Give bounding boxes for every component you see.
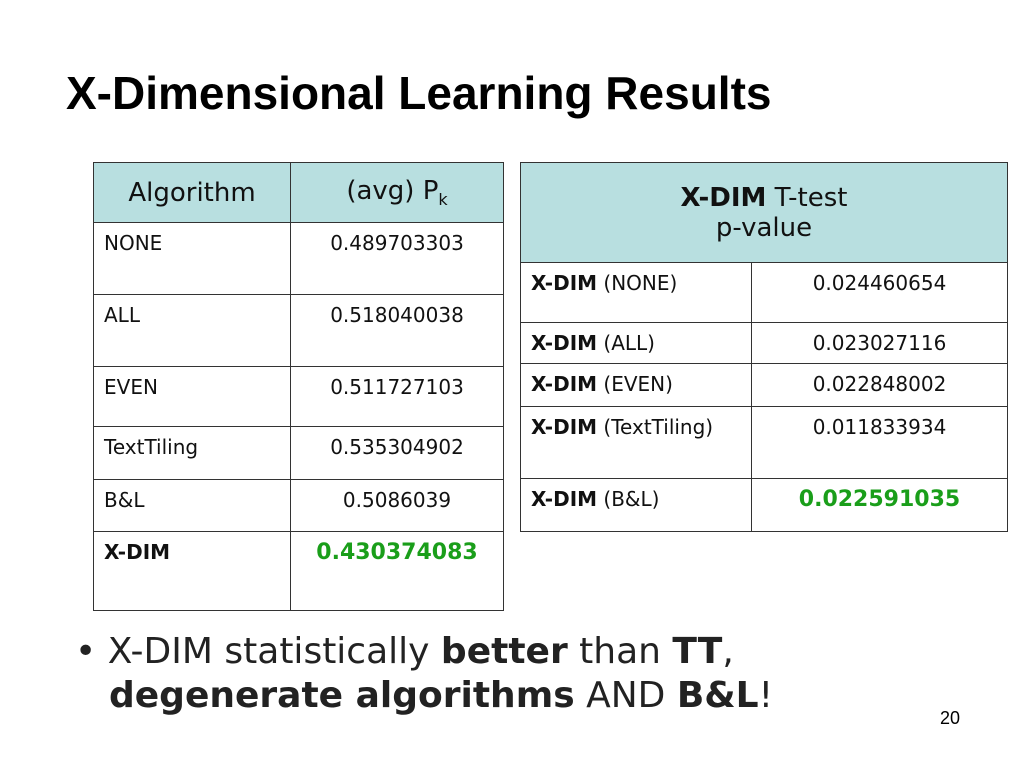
cell: 0.511727103 <box>290 366 504 427</box>
bullet-text: , <box>722 631 746 672</box>
cell: X-DIM (NONE) <box>520 262 752 323</box>
bullet-text: AND <box>574 675 677 716</box>
ttest-table: X-DIM T-test p-value X-DIM (NONE) 0.024460… <box>520 162 1008 532</box>
header-text: (avg) P <box>346 175 439 206</box>
row: X-DIM (EVEN) 0.022848002 <box>520 363 1008 407</box>
cell: 0.518040038 <box>290 294 504 367</box>
cell-text: (ALL) <box>603 331 655 355</box>
cell: B&L <box>93 479 291 532</box>
cell: TextTiling <box>93 426 291 480</box>
cell: 0.5086039 <box>290 479 504 532</box>
header-cell: (avg) Pk <box>290 162 504 223</box>
bullet-text: degenerate algorithms <box>109 675 575 716</box>
row: X-DIM (TextTiling) 0.011833934 <box>520 406 1008 479</box>
row: X-DIM (ALL) 0.023027116 <box>520 322 1008 364</box>
cell-text: (NONE) <box>603 271 678 295</box>
subscript: k <box>438 190 448 210</box>
header-text: p-value <box>715 212 813 243</box>
header-text: T-test <box>774 182 848 213</box>
row: B&L 0.5086039 <box>93 479 504 532</box>
row: ALL 0.518040038 <box>93 294 504 367</box>
cell: 0.489703303 <box>290 222 504 295</box>
bold-text: X-DIM <box>531 271 598 295</box>
cell: X-DIM (ALL) <box>520 322 752 364</box>
bullet: • X-DIM statistically better than TT, de… <box>75 631 774 716</box>
cell: X-DIM (B&L) <box>520 478 752 532</box>
cell: EVEN <box>93 366 291 427</box>
bold-text: X-DIM <box>680 182 767 213</box>
bullet-text: than <box>567 631 673 672</box>
cell-text: (TextTiling) <box>603 415 714 439</box>
cell: 0.011833934 <box>751 406 1008 479</box>
cell: 0.535304902 <box>290 426 504 480</box>
bold-text: X-DIM <box>531 331 598 355</box>
bold-text: X-DIM <box>531 372 598 396</box>
cell: 0.022848002 <box>751 363 1008 407</box>
header-row: Algorithm (avg) Pk <box>93 162 504 223</box>
cell: 0.023027116 <box>751 322 1008 364</box>
cell: 0.024460654 <box>751 262 1008 323</box>
bullet-text: TT <box>672 631 723 672</box>
results-table: Algorithm (avg) Pk NONE 0.489703303 ALL 0.5… <box>93 162 504 611</box>
bold-text: X-DIM <box>531 415 598 439</box>
cell: X-DIM (EVEN) <box>520 363 752 407</box>
header-cell: Algorithm <box>93 162 291 223</box>
row: NONE 0.489703303 <box>93 222 504 295</box>
row: X-DIM (NONE) 0.024460654 <box>520 262 1008 323</box>
row: X-DIM 0.430374083 <box>93 531 504 611</box>
bold-text: X-DIM <box>531 487 598 511</box>
cell-text: (EVEN) <box>603 372 673 396</box>
row: X-DIM (B&L) 0.022591035 <box>520 478 1008 532</box>
cell: ALL <box>93 294 291 367</box>
cell: X-DIM <box>93 531 291 611</box>
row: TextTiling 0.535304902 <box>93 426 504 480</box>
header-row: X-DIM T-test p-value <box>520 162 1008 263</box>
bullet-text: B&L <box>676 675 759 716</box>
header-cell: X-DIM T-test p-value <box>520 162 1008 263</box>
page-number: 20 <box>940 708 961 728</box>
cell: 0.430374083 <box>290 531 504 611</box>
cell: NONE <box>93 222 291 295</box>
slide-title: X-Dimensional Learning Results <box>66 67 772 119</box>
cell: X-DIM (TextTiling) <box>520 406 752 479</box>
bullet-text: better <box>440 631 568 672</box>
cell: 0.022591035 <box>751 478 1008 532</box>
cell-text: (B&L) <box>603 487 660 511</box>
row: EVEN 0.511727103 <box>93 366 504 427</box>
bullet-text: ! <box>758 675 774 716</box>
bullet-text: X-DIM statistically <box>107 631 441 672</box>
